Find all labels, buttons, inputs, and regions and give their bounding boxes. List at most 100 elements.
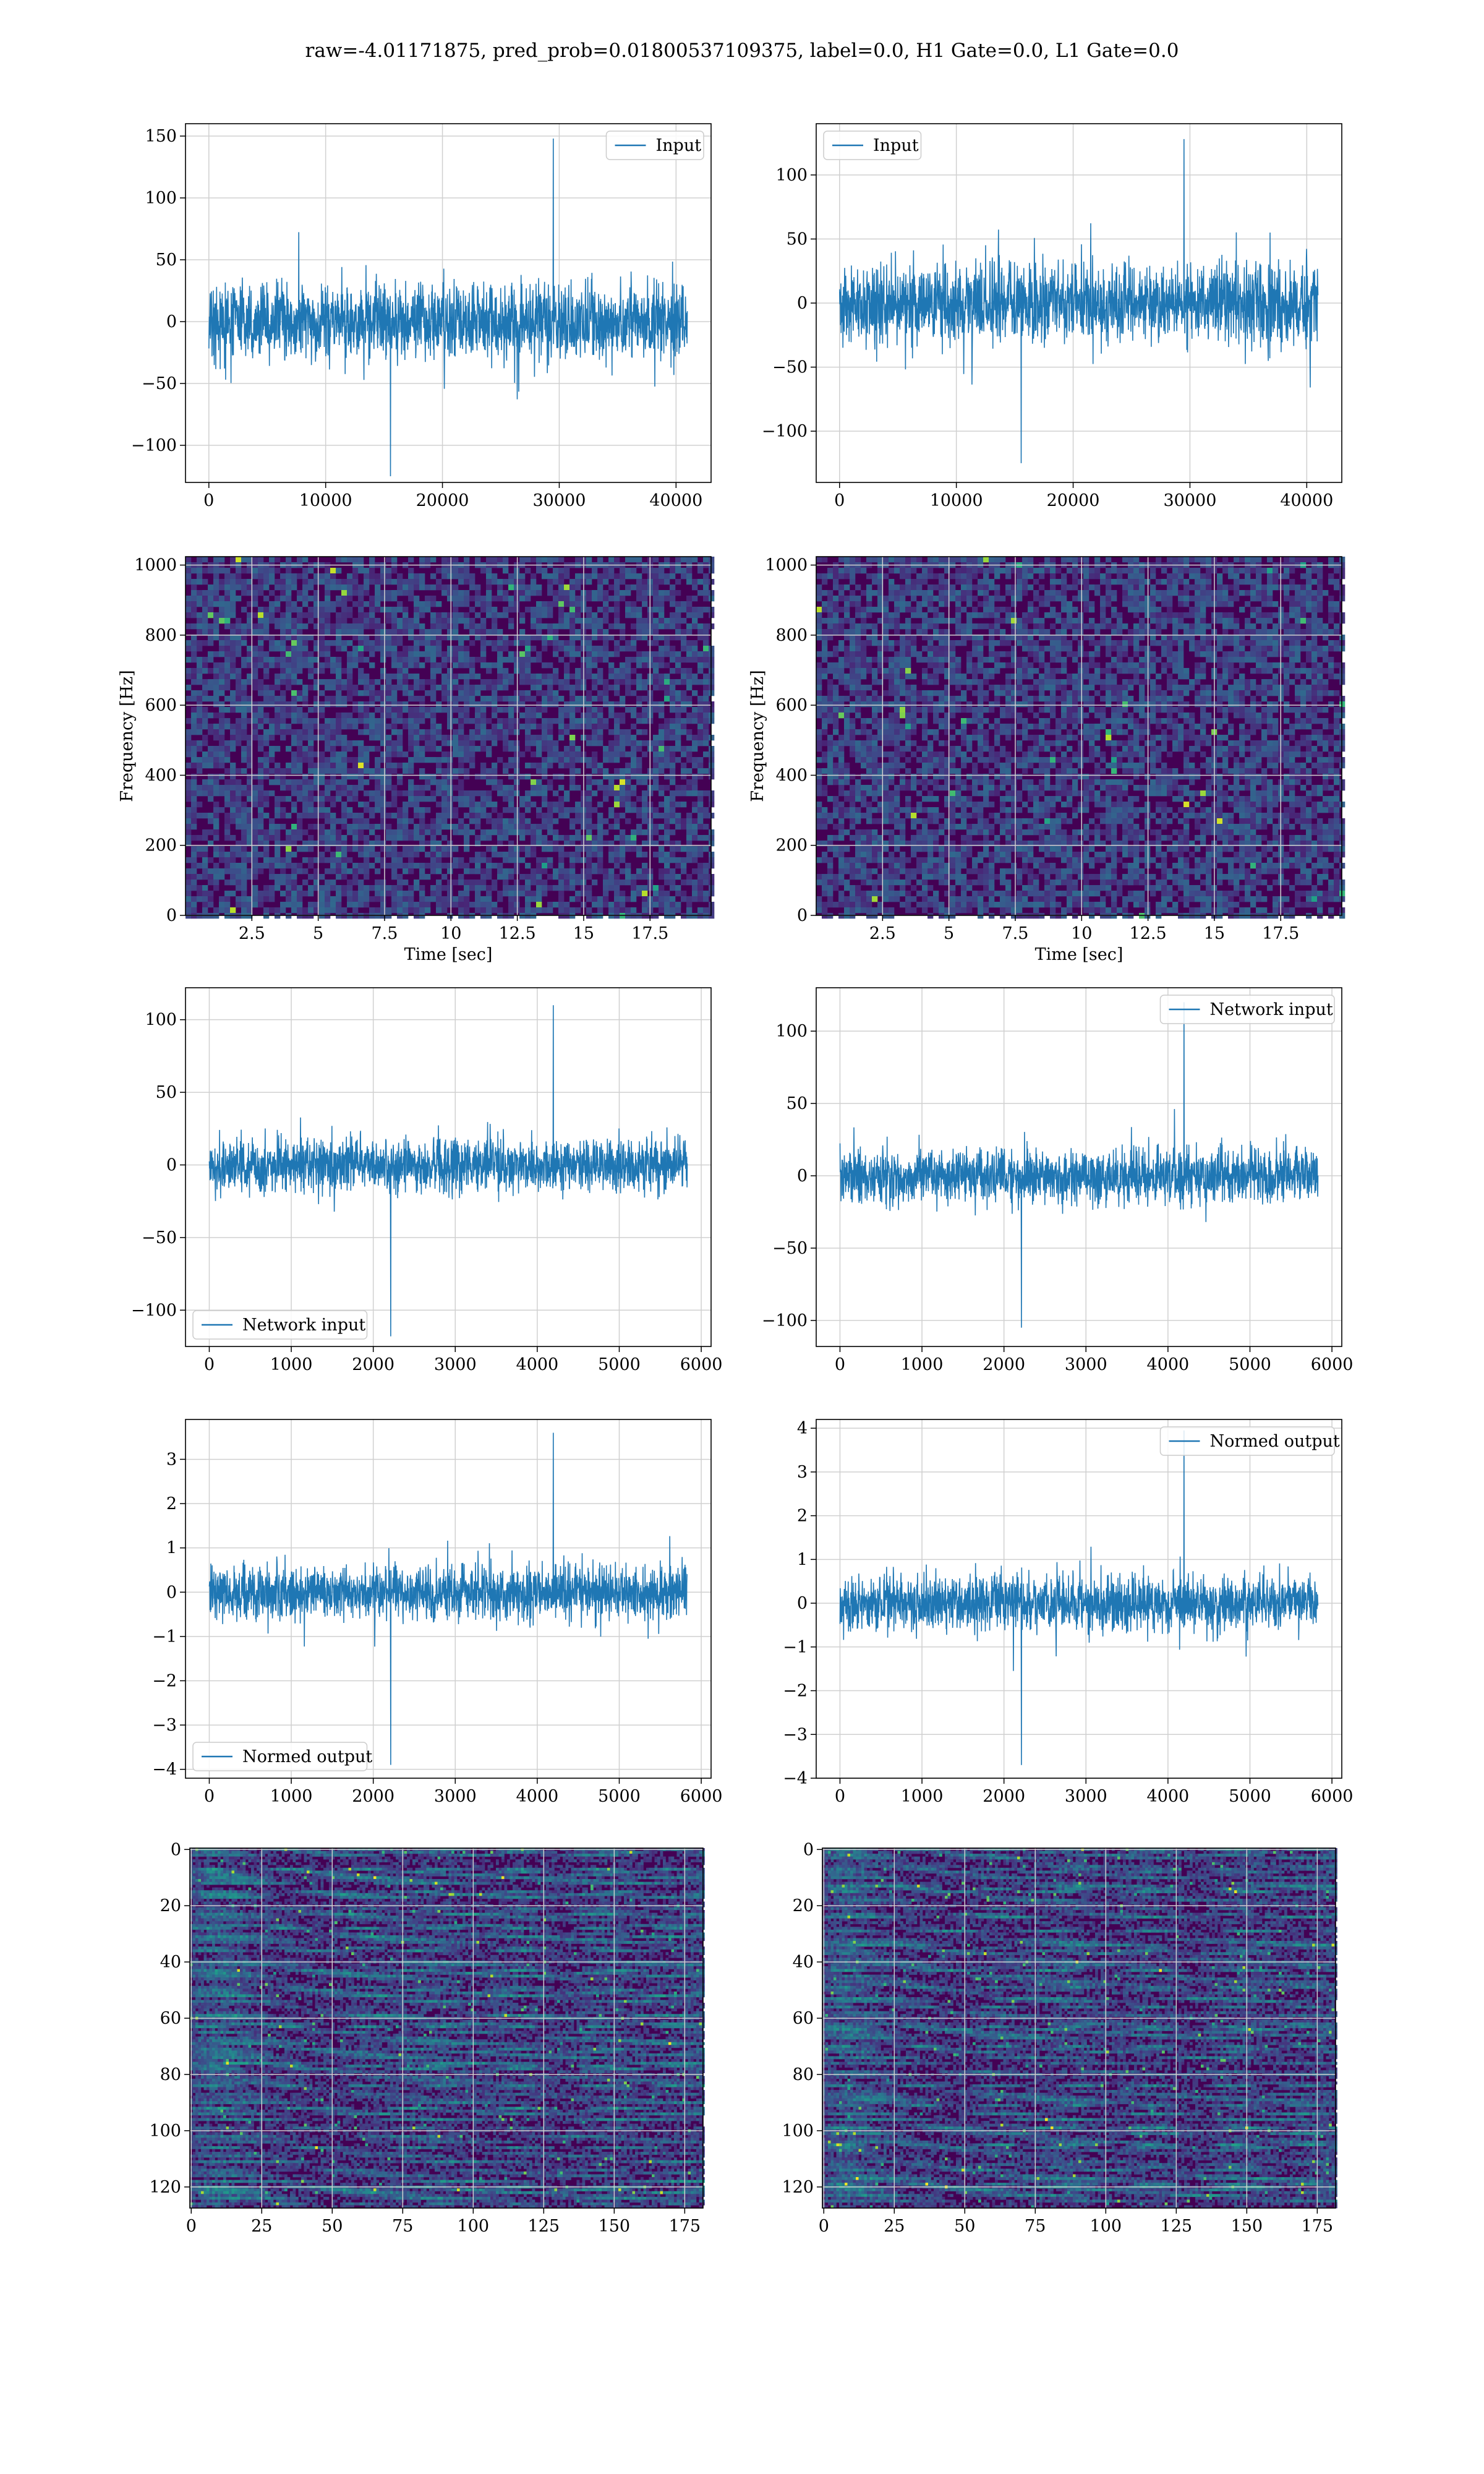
heatmap-cell bbox=[397, 818, 403, 824]
heatmap-cell bbox=[286, 590, 292, 596]
heatmap-cell bbox=[252, 802, 258, 808]
heatmap-cell bbox=[586, 757, 592, 763]
heatmap-cell bbox=[208, 657, 214, 663]
heatmap-cell bbox=[436, 612, 442, 618]
heatmap-cell bbox=[636, 635, 642, 641]
heatmap-cell bbox=[408, 857, 414, 863]
heatmap-cell bbox=[525, 774, 531, 780]
heatmap-cell bbox=[391, 607, 398, 613]
heatmap-cell bbox=[603, 601, 609, 607]
heatmap-cell bbox=[1234, 584, 1240, 591]
heatmap-cell bbox=[236, 596, 242, 602]
axes-frame bbox=[185, 556, 712, 916]
heatmap-cell bbox=[944, 568, 950, 574]
heatmap-cell bbox=[197, 785, 203, 791]
heatmap-cell bbox=[308, 724, 314, 730]
heatmap-cell bbox=[603, 891, 609, 897]
heatmap-cell bbox=[927, 573, 934, 580]
heatmap-cell bbox=[670, 857, 676, 863]
heatmap-cell bbox=[659, 802, 665, 808]
heatmap-cell bbox=[603, 790, 609, 797]
heatmap-cell bbox=[822, 590, 828, 596]
heatmap-cell bbox=[241, 902, 247, 908]
heatmap-cell bbox=[1150, 573, 1156, 580]
heatmap-cell bbox=[219, 679, 225, 685]
heatmap-cell bbox=[397, 590, 403, 596]
heatmap-cell bbox=[542, 785, 548, 791]
heatmap-cell bbox=[1122, 568, 1128, 574]
heatmap-cell bbox=[514, 707, 520, 713]
heatmap-cell bbox=[575, 813, 581, 819]
heatmap-cell bbox=[850, 557, 856, 563]
heatmap-cell bbox=[564, 852, 570, 858]
heatmap-cell bbox=[620, 668, 626, 674]
heatmap-cell bbox=[236, 740, 242, 747]
heatmap-cell bbox=[1139, 579, 1145, 585]
heatmap-cell bbox=[297, 651, 303, 657]
heatmap-cell bbox=[375, 724, 381, 730]
heatmap-cell bbox=[364, 612, 370, 618]
heatmap-cell bbox=[364, 835, 370, 841]
heatmap-cell bbox=[525, 590, 531, 596]
heatmap-cell bbox=[519, 796, 526, 802]
heatmap-cell bbox=[458, 713, 464, 719]
heatmap-cell bbox=[347, 774, 353, 780]
heatmap-cell bbox=[653, 740, 659, 747]
heatmap-cell bbox=[486, 835, 492, 841]
heatmap-cell bbox=[625, 573, 631, 580]
heatmap-cell bbox=[291, 735, 297, 741]
heatmap-cell bbox=[453, 573, 459, 580]
heatmap-cell bbox=[564, 907, 570, 914]
heatmap-cell bbox=[291, 829, 297, 836]
heatmap-cell bbox=[972, 584, 978, 591]
heatmap-cell bbox=[336, 768, 342, 774]
heatmap-cell bbox=[675, 874, 681, 880]
heatmap-cell bbox=[208, 729, 214, 735]
heatmap-cell bbox=[230, 785, 236, 791]
heatmap-cell bbox=[564, 724, 570, 730]
heatmap-cell bbox=[364, 623, 370, 630]
heatmap-cell bbox=[308, 657, 314, 663]
heatmap-cell bbox=[197, 623, 203, 630]
heatmap-cell bbox=[525, 724, 531, 730]
heatmap-cell bbox=[313, 657, 320, 663]
heatmap-cell bbox=[620, 835, 626, 841]
heatmap-cell bbox=[247, 874, 253, 880]
heatmap-cell bbox=[464, 618, 470, 624]
heatmap-cell bbox=[247, 746, 253, 752]
heatmap-cell bbox=[542, 868, 548, 875]
heatmap-cell bbox=[675, 846, 681, 852]
heatmap-cell bbox=[352, 557, 359, 563]
heatmap-cell bbox=[558, 623, 565, 630]
heatmap-cell bbox=[586, 573, 592, 580]
heatmap-cell bbox=[202, 846, 208, 852]
heatmap-cell bbox=[569, 868, 576, 875]
heatmap-cell bbox=[336, 668, 342, 674]
heatmap-cell bbox=[186, 841, 192, 847]
heatmap-cell bbox=[525, 818, 531, 824]
heatmap-cell bbox=[391, 896, 398, 902]
heatmap-cell bbox=[514, 696, 520, 702]
heatmap-cell bbox=[531, 751, 537, 758]
heatmap-cell bbox=[503, 640, 509, 646]
heatmap-cell bbox=[219, 774, 225, 780]
heatmap-cell bbox=[224, 685, 231, 691]
heatmap-cell bbox=[358, 640, 364, 646]
heatmap-cell bbox=[458, 729, 464, 735]
heatmap-cell bbox=[291, 891, 297, 897]
heatmap-cell bbox=[275, 724, 281, 730]
heatmap-cell bbox=[397, 668, 403, 674]
heatmap-cell bbox=[905, 557, 911, 563]
heatmap-cell bbox=[653, 623, 659, 630]
heatmap-cell bbox=[608, 813, 615, 819]
heatmap-cell bbox=[313, 763, 320, 769]
heatmap-cell bbox=[1239, 590, 1245, 596]
heatmap-cell bbox=[330, 729, 336, 735]
heatmap-cell bbox=[519, 813, 526, 819]
heatmap-cell bbox=[1106, 573, 1112, 580]
heatmap-cell bbox=[575, 573, 581, 580]
heatmap-cell bbox=[681, 724, 687, 730]
heatmap-cell bbox=[675, 601, 681, 607]
heatmap-cell bbox=[503, 807, 509, 813]
heatmap-cell bbox=[525, 902, 531, 908]
